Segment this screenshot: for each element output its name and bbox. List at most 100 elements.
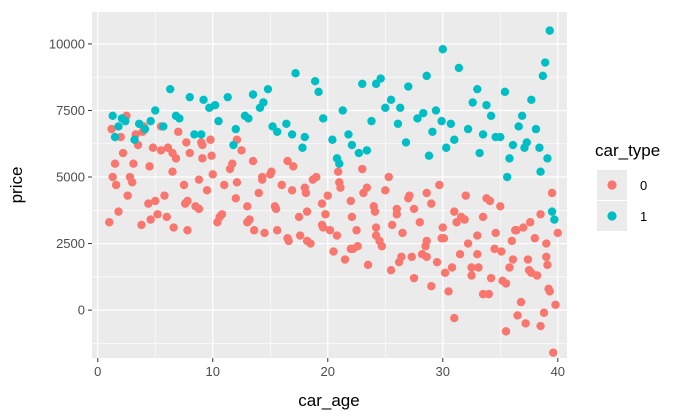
data-point (519, 223, 528, 232)
data-point (117, 114, 127, 123)
data-point (478, 130, 488, 139)
x-tick-label: 40 (551, 364, 565, 379)
data-point (415, 218, 424, 227)
data-point (358, 79, 367, 89)
data-point (125, 172, 135, 182)
data-point (148, 143, 158, 152)
data-point (340, 255, 350, 264)
data-point (427, 199, 436, 208)
data-point (295, 231, 305, 240)
data-point (553, 228, 562, 238)
data-point (384, 172, 393, 182)
data-point (497, 247, 506, 256)
data-point (237, 146, 246, 155)
data-point (105, 218, 114, 227)
data-point (362, 146, 372, 155)
data-point (317, 199, 327, 208)
data-point (422, 188, 431, 198)
data-point (208, 170, 217, 179)
data-point (268, 122, 277, 131)
data-point (171, 111, 181, 121)
y-tick-label: 5000 (56, 170, 85, 185)
data-point (377, 242, 387, 251)
data-point (393, 119, 403, 128)
data-point (467, 263, 476, 272)
y-tick-label: 0 (78, 303, 85, 318)
data-point (314, 87, 323, 97)
data-point (336, 183, 345, 192)
data-point (245, 215, 254, 224)
data-point (229, 140, 238, 150)
data-point (367, 116, 376, 126)
data-point (536, 210, 545, 219)
data-point (231, 124, 240, 134)
data-point (258, 175, 267, 184)
data-point (505, 154, 514, 163)
data-point (287, 186, 297, 195)
data-point (407, 252, 416, 262)
data-point (431, 106, 441, 115)
data-point (228, 159, 237, 168)
data-point (174, 127, 183, 136)
legend-title: car_type (595, 141, 660, 160)
data-point (214, 116, 223, 126)
data-point (532, 271, 542, 280)
data-point (108, 111, 117, 121)
data-point (329, 247, 338, 256)
data-point (538, 71, 548, 81)
legend-swatch-0 (607, 180, 617, 190)
data-point (333, 167, 343, 176)
data-point (145, 162, 154, 171)
data-point (371, 231, 381, 240)
y-axis-title: price (7, 167, 26, 204)
data-point (437, 116, 446, 126)
data-point (284, 236, 293, 246)
data-point (370, 207, 380, 216)
data-point (543, 154, 552, 163)
data-point (501, 327, 511, 336)
data-point (308, 175, 318, 184)
data-point (162, 212, 171, 222)
data-point (404, 82, 413, 91)
data-point (531, 124, 541, 134)
data-point (490, 244, 499, 254)
legend-label-0: 0 (640, 178, 647, 193)
data-point (110, 132, 120, 142)
data-point (328, 135, 337, 144)
data-point (517, 111, 527, 121)
data-point (473, 250, 482, 259)
data-point (512, 226, 521, 235)
data-point (498, 276, 507, 286)
data-point (310, 77, 320, 86)
data-point (461, 191, 470, 200)
y-tick-label: 7500 (56, 103, 85, 118)
data-point (220, 180, 229, 190)
data-point (530, 234, 539, 243)
data-point (114, 122, 123, 131)
data-point (159, 122, 168, 131)
data-point (439, 234, 449, 243)
data-point (332, 231, 342, 240)
data-point (419, 108, 428, 118)
y-tick-label: 10000 (49, 36, 85, 51)
grid-minor (92, 12, 567, 358)
legend: car_type 0 1 (595, 141, 660, 231)
data-point (190, 130, 199, 139)
legend-label-1: 1 (640, 209, 647, 224)
data-point (467, 271, 476, 280)
data-point (168, 167, 177, 176)
x-axis-title: car_age (298, 391, 359, 410)
panel-background (92, 12, 567, 358)
data-point (163, 143, 173, 152)
data-point (277, 180, 286, 190)
data-point (267, 167, 276, 176)
data-point (474, 263, 483, 272)
data-point (473, 231, 482, 240)
data-point (413, 114, 422, 123)
data-point (346, 196, 355, 206)
data-point (198, 140, 207, 150)
data-point (156, 146, 166, 155)
data-point (540, 58, 550, 67)
data-point (197, 130, 206, 139)
data-point (325, 226, 335, 235)
